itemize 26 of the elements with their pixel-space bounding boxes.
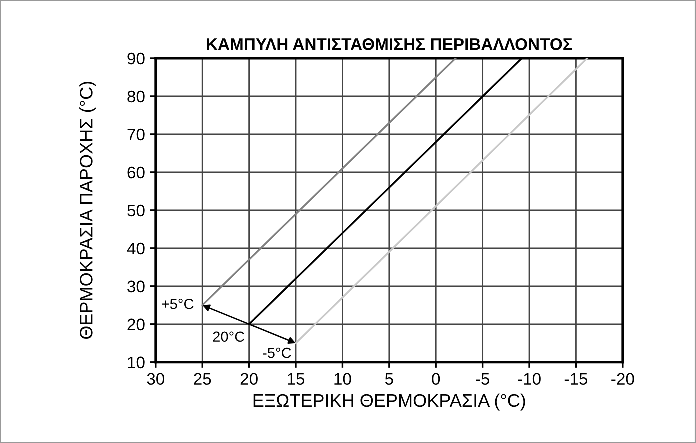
annotation: 20°C (213, 332, 245, 342)
y-tick-label: 90 (128, 52, 145, 65)
x-axis-title: ΕΞΩΤΕΡΙΚΗ ΘΕΡΜΟΚΡΑΣΙΑ (°C) (254, 394, 526, 411)
x-tick-label: 5 (385, 373, 394, 386)
x-tick-label: 10 (334, 373, 352, 386)
x-tick-label: 25 (194, 373, 212, 386)
y-tick-label: 10 (128, 356, 145, 369)
annotation: +5°C (162, 298, 194, 310)
x-tick-label: -5 (476, 373, 490, 386)
y-tick-label: 60 (128, 166, 145, 179)
annotation: -5°C (263, 348, 292, 358)
x-tick-label: 30 (147, 373, 165, 386)
x-tick-label: 20 (240, 373, 258, 386)
y-tick-label: 70 (128, 128, 145, 141)
y-tick-label: 30 (128, 280, 145, 293)
y-tick-label: 20 (128, 318, 145, 331)
y-tick-label: 40 (127, 242, 145, 255)
y-axis-title: ΘΕΡΜΟΚΡΑΣΙΑ ΠΑΡΟΧΗΣ (°C) (80, 82, 96, 340)
y-tick-label: 50 (128, 204, 145, 217)
x-tick-label: 15 (288, 373, 305, 386)
chart-title: ΚΑΜΠΥΛΗ ΑΝΤΙΣΤΑΘΜΙΣΗΣ ΠΕΡΙΒΑΛΛΟΝΤΟΣ (207, 38, 572, 50)
x-tick-label: -15 (564, 373, 588, 386)
x-tick-label: 0 (432, 373, 440, 386)
y-tick-label: 80 (128, 90, 145, 103)
x-tick-label: -20 (612, 373, 634, 386)
x-tick-label: -10 (518, 373, 541, 386)
